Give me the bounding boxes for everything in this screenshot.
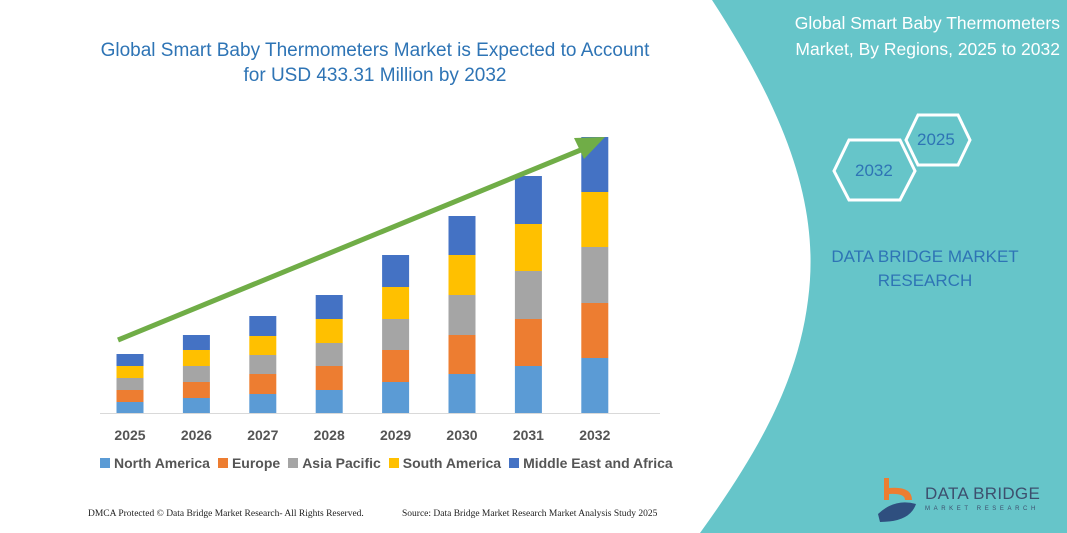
x-tick-label: 2025: [114, 427, 145, 443]
legend-item: South America: [388, 455, 502, 471]
side-panel-title: Global Smart Baby Thermometers Market, B…: [740, 10, 1060, 62]
bar-2026-middle-east-and-africa: [182, 335, 210, 350]
title-line-1: Global Smart Baby Thermometers Market is…: [100, 40, 650, 61]
bar-2029-europe: [382, 350, 410, 382]
bar-2025-south-america: [116, 366, 144, 378]
legend-label: Europe: [231, 455, 281, 471]
x-tick-label: 2026: [181, 427, 212, 443]
bar-2026-north-america: [182, 398, 210, 413]
x-tick-label: 2029: [380, 427, 411, 443]
brand-text: DATA BRIDGE MARKET RESEARCH: [820, 245, 1030, 293]
bar-2026-asia-pacific: [182, 366, 210, 382]
legend-label: Middle East and Africa: [523, 455, 673, 471]
bar-2028-middle-east-and-africa: [315, 295, 343, 319]
bar-2029-north-america: [382, 382, 410, 413]
footer-source: Source: Data Bridge Market Research Mark…: [402, 509, 658, 519]
bar-2027-south-america: [249, 336, 277, 355]
side-title-line-2: Market, By Regions, 2025 to 2032: [795, 39, 1060, 59]
legend: North America Europe Asia Pacific South Ame…: [100, 455, 680, 471]
hex-label-2032: 2032: [855, 161, 893, 180]
hex-label-2025: 2025: [917, 130, 955, 149]
chart-area: 2025 2026 2027 2028 2029 2030 2031 2032: [114, 137, 611, 443]
bar-2030-middle-east-and-africa: [448, 216, 476, 255]
bar-2028-south-america: [315, 319, 343, 343]
bar-2032-europe: [581, 303, 609, 358]
brand-line-1: DATA BRIDGE MARKET: [831, 247, 1019, 266]
bar-2027-asia-pacific: [249, 355, 277, 374]
legend-item: Europe: [217, 455, 281, 471]
hexagon-2025: [904, 113, 972, 167]
bar-2029-middle-east-and-africa: [382, 255, 410, 287]
legend-swatch: [509, 458, 520, 468]
bar-2032-north-america: [581, 358, 609, 413]
bar-2026-europe: [182, 382, 210, 398]
x-tick-label: 2028: [314, 427, 345, 443]
side-title-line-1: Global Smart Baby Thermometers: [794, 13, 1060, 33]
bar-2025-europe: [116, 390, 144, 402]
bar-2031-south-america: [514, 224, 542, 271]
x-tick-label: 2031: [513, 427, 544, 443]
logo-text: DATA BRIDGE: [925, 484, 1041, 503]
bar-2027-europe: [249, 374, 277, 394]
bar-2032-south-america: [581, 192, 609, 247]
trend-arrow-line: [117, 144, 589, 343]
bar-2025-north-america: [116, 402, 144, 413]
bar-2030-asia-pacific: [448, 295, 476, 335]
legend-item: Middle East and Africa: [509, 455, 673, 471]
bar-2029-asia-pacific: [382, 319, 410, 350]
footer-copyright: DMCA Protected © Data Bridge Market Rese…: [88, 509, 364, 519]
bar-2028-asia-pacific: [315, 343, 343, 366]
legend-label: North America: [114, 455, 210, 471]
bar-2030-north-america: [448, 374, 476, 413]
x-tick-label: 2027: [247, 427, 278, 443]
logo-subtext: MARKET RESEARCH: [925, 506, 1039, 512]
legend-item: North America: [100, 455, 210, 471]
bar-2031-asia-pacific: [514, 271, 542, 319]
x-tick-label: 2030: [446, 427, 477, 443]
bar-2031-north-america: [514, 366, 542, 413]
x-tick-label: 2032: [579, 427, 610, 443]
side-panel: [700, 0, 1067, 533]
legend-swatch: [217, 458, 228, 468]
bar-2028-europe: [315, 366, 343, 390]
bar-2032-asia-pacific: [581, 247, 609, 303]
bar-2030-south-america: [448, 255, 476, 295]
bar-2026-south-america: [182, 350, 210, 366]
bar-2031-europe: [514, 319, 542, 366]
title-line-2: for USD 433.31 Million by 2032: [243, 65, 507, 86]
bar-2028-north-america: [315, 390, 343, 413]
chart-title: Global Smart Baby Thermometers Market is…: [80, 38, 670, 88]
bar-2025-middle-east-and-africa: [116, 354, 144, 366]
trend-arrow-head: [574, 137, 605, 159]
bar-2025-asia-pacific: [116, 378, 144, 390]
legend-swatch: [100, 458, 110, 468]
bar-2027-north-america: [249, 394, 277, 413]
legend-swatch: [388, 458, 399, 468]
bar-2027-middle-east-and-africa: [249, 316, 277, 336]
bar-2030-europe: [448, 335, 476, 374]
legend-label: Asia Pacific: [302, 455, 381, 471]
logo-icon: [878, 478, 916, 522]
bar-2029-south-america: [382, 287, 410, 319]
legend-item: Asia Pacific: [288, 455, 381, 471]
legend-swatch: [288, 458, 299, 468]
brand-line-2: RESEARCH: [877, 271, 973, 290]
hexagon-2032: [832, 138, 917, 202]
legend-label: South America: [402, 455, 502, 471]
bar-2031-middle-east-and-africa: [514, 176, 542, 224]
